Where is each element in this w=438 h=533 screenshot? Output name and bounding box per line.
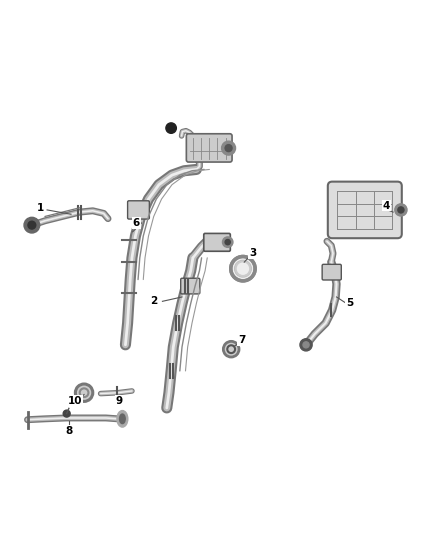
Circle shape (63, 410, 70, 417)
FancyBboxPatch shape (322, 264, 341, 280)
Text: 10: 10 (68, 395, 83, 406)
Text: 2: 2 (150, 296, 157, 306)
FancyBboxPatch shape (127, 201, 149, 219)
FancyBboxPatch shape (186, 134, 232, 162)
FancyBboxPatch shape (328, 182, 402, 238)
Circle shape (223, 237, 233, 247)
Text: 8: 8 (65, 426, 72, 436)
Circle shape (231, 256, 255, 281)
Circle shape (223, 341, 239, 357)
Text: 9: 9 (115, 395, 123, 406)
Text: 5: 5 (346, 298, 353, 309)
Ellipse shape (120, 414, 125, 424)
Ellipse shape (117, 410, 128, 427)
FancyBboxPatch shape (204, 233, 230, 251)
Circle shape (395, 204, 407, 216)
Circle shape (300, 339, 312, 351)
Text: 4: 4 (383, 200, 390, 211)
Circle shape (303, 342, 309, 348)
Text: 3: 3 (249, 248, 257, 259)
Text: 7: 7 (238, 335, 245, 345)
Circle shape (225, 239, 230, 245)
Circle shape (222, 141, 236, 155)
Circle shape (225, 144, 232, 151)
Circle shape (24, 217, 40, 233)
Circle shape (398, 207, 404, 213)
Circle shape (28, 221, 36, 229)
Circle shape (75, 384, 93, 401)
Text: 6: 6 (133, 218, 140, 228)
FancyBboxPatch shape (181, 278, 200, 294)
Circle shape (166, 123, 177, 133)
Text: 1: 1 (37, 203, 44, 213)
